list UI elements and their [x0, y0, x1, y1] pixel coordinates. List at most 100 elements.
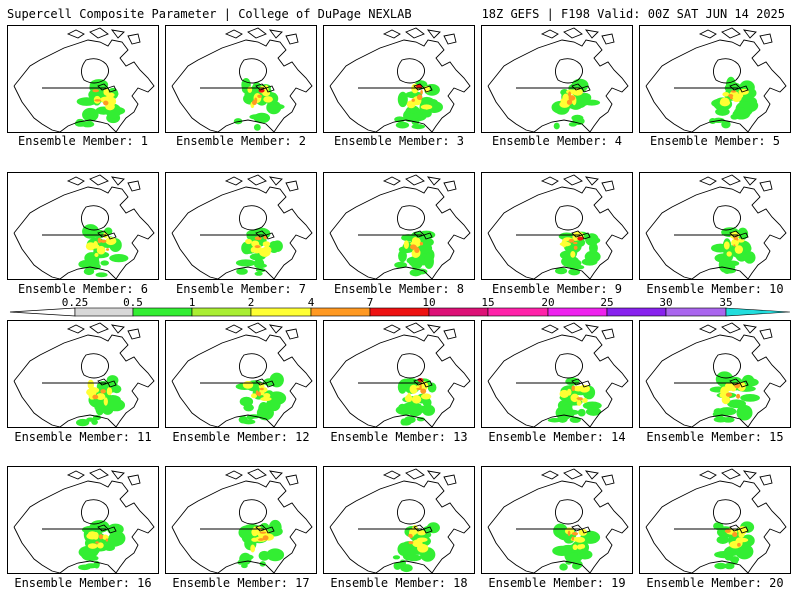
scp-field-low	[409, 106, 418, 114]
coastline-east	[329, 186, 471, 279]
ensemble-member-map	[481, 466, 633, 574]
scp-field-high	[419, 384, 422, 390]
gulf-coast	[691, 119, 749, 132]
ensemble-member-map	[481, 25, 633, 133]
legend-color-bin	[310, 307, 371, 317]
scp-field-high	[100, 389, 106, 394]
ensemble-member-label: Ensemble Member: 7	[175, 282, 307, 296]
scp-field-tropical	[253, 114, 261, 120]
great-lake	[265, 85, 275, 93]
coastline-east	[329, 334, 471, 427]
north-america-map	[329, 468, 471, 573]
coastline-east	[645, 480, 787, 573]
legend-color-bin	[369, 307, 430, 317]
scp-field-high	[571, 385, 575, 392]
scp-field-mid	[407, 392, 412, 402]
scp-field-mid	[570, 251, 576, 258]
gulf-coast	[59, 266, 117, 279]
scp-field-mid	[262, 246, 272, 254]
ensemble-member-map	[165, 466, 317, 574]
coastline-west	[13, 526, 61, 573]
great-lake	[739, 232, 749, 240]
ensemble-member-label: Ensemble Member: 3	[333, 134, 465, 148]
scp-field-mid	[719, 99, 731, 107]
scp-field-high	[728, 93, 734, 98]
ensemble-member-map	[323, 320, 475, 428]
arctic-island	[89, 174, 109, 186]
great-lake	[739, 380, 749, 388]
arctic-island	[584, 29, 599, 39]
arctic-island	[540, 470, 559, 480]
gulf-coast	[533, 266, 591, 279]
scp-field-high	[568, 238, 575, 243]
legend-tick-label: 20	[541, 296, 555, 309]
arctic-island	[742, 29, 757, 39]
north-america-map	[13, 27, 155, 132]
scp-field-low	[585, 407, 602, 416]
scp-field-tropical	[724, 562, 735, 570]
arctic-island	[721, 27, 741, 39]
hudson-bay	[81, 58, 109, 84]
scp-field-tropical	[399, 559, 406, 567]
arctic-island	[89, 322, 109, 334]
arctic-island	[759, 474, 773, 486]
scp-field-high	[730, 90, 737, 93]
gulf-coast	[217, 560, 275, 573]
arctic-island	[405, 27, 425, 39]
scp-field-tropical	[254, 271, 263, 276]
gulf-coast	[375, 119, 433, 132]
arctic-island	[110, 324, 125, 334]
arctic-island	[698, 470, 717, 480]
great-lake	[107, 526, 117, 534]
scp-field-tropical	[721, 120, 731, 129]
ensemble-member-label: Ensemble Member: 13	[330, 430, 468, 444]
scp-field-low	[716, 535, 730, 544]
coastline-west	[171, 526, 219, 573]
arctic-island	[742, 176, 757, 186]
legend-tick-label: 4	[307, 296, 315, 309]
coastline-west	[329, 380, 377, 427]
ensemble-member-label: Ensemble Member: 8	[333, 282, 465, 296]
coastline-west	[487, 380, 535, 427]
hudson-bay	[239, 353, 267, 379]
scp-field-mid	[251, 537, 259, 542]
ensemble-member-map	[323, 25, 475, 133]
scp-field-mid	[722, 92, 730, 97]
arctic-island	[721, 468, 741, 480]
arctic-island	[247, 468, 267, 480]
scp-field-mid	[575, 536, 586, 543]
coastline-east	[645, 39, 787, 132]
gulf-coast	[533, 119, 591, 132]
scp-field-low	[422, 404, 436, 416]
scp-field-low	[268, 103, 285, 110]
scp-field-tropical	[393, 562, 402, 570]
north-america-map	[171, 322, 313, 427]
arctic-island	[601, 180, 615, 192]
scp-field-mid	[106, 92, 115, 98]
scp-field-mid	[409, 384, 418, 394]
arctic-island	[698, 176, 717, 186]
arctic-island	[127, 328, 141, 340]
arctic-island	[443, 180, 457, 192]
arctic-island	[127, 33, 141, 45]
ensemble-member-map	[323, 172, 475, 280]
scp-field-mid	[245, 238, 252, 245]
scp-field-high	[97, 237, 102, 244]
arctic-island	[66, 29, 85, 39]
scp-field-mid	[420, 393, 432, 400]
scp-field-mid	[737, 238, 745, 243]
scp-field-high	[94, 99, 102, 102]
scp-field-mid	[572, 88, 583, 96]
scp-field-tropical	[559, 563, 568, 571]
scp-field-tropical	[395, 121, 410, 129]
legend-tick-label: 0.5	[123, 296, 143, 309]
arctic-island	[742, 470, 757, 480]
arctic-island	[247, 27, 267, 39]
coastline-east	[645, 186, 787, 279]
gulf-coast	[217, 266, 275, 279]
scp-field-mid	[416, 537, 428, 543]
coastline-east	[329, 39, 471, 132]
legend-color-bin	[74, 307, 134, 317]
north-america-map	[329, 174, 471, 279]
scp-field-high	[262, 535, 269, 541]
